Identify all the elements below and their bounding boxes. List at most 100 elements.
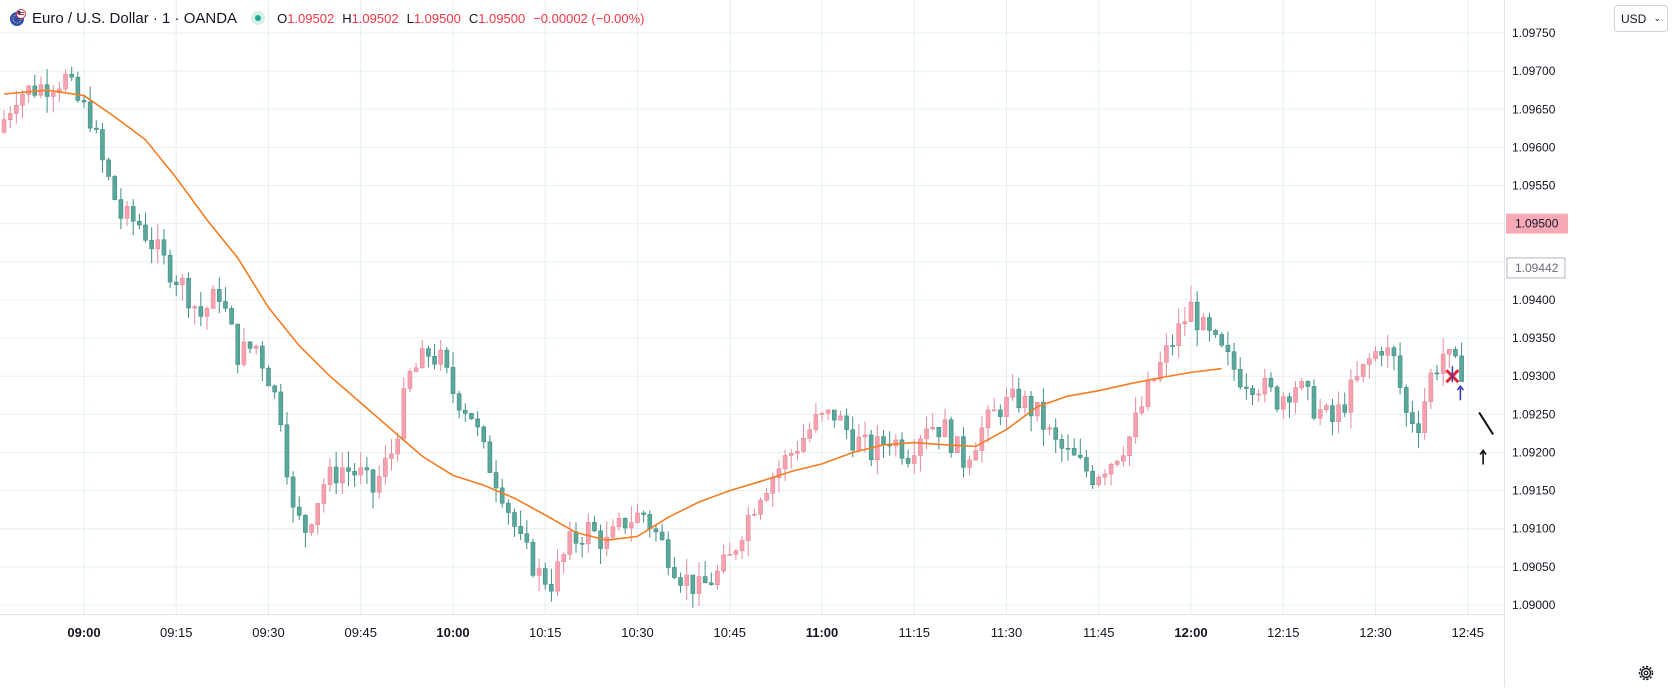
arrow-up-icon — [1479, 449, 1487, 465]
candle-body — [469, 413, 474, 420]
candle-body — [75, 76, 81, 101]
ohlc-low-value: 1.09500 — [413, 10, 461, 26]
candle-body — [1373, 351, 1378, 360]
candle-body — [998, 409, 1003, 417]
candle-body — [1262, 377, 1268, 395]
candle-body — [1397, 355, 1403, 388]
time-axis-label: 11:30 — [991, 625, 1023, 640]
candle-body — [493, 472, 499, 489]
candle-body — [1078, 454, 1083, 458]
gear-icon[interactable] — [1636, 663, 1656, 683]
candle-body — [875, 436, 880, 461]
price-axis-label: 1.09200 — [1512, 445, 1556, 459]
candle-body — [1299, 381, 1304, 388]
candle-body — [7, 113, 13, 120]
candle-body — [1360, 364, 1366, 377]
candle-body — [825, 409, 831, 414]
candle-body — [143, 224, 148, 241]
candle-body — [1416, 423, 1421, 433]
candle-body — [358, 467, 364, 476]
trend-stroke — [1478, 411, 1494, 436]
ma-price-label: 1.09442 — [1515, 261, 1559, 275]
candle-body — [1127, 436, 1132, 456]
candle-body — [819, 413, 825, 415]
candle-body — [629, 522, 634, 529]
candle-body — [186, 278, 191, 309]
candle-body — [512, 512, 517, 527]
candle-body — [1459, 355, 1464, 382]
candle-body — [1059, 439, 1065, 449]
candle-body — [1410, 412, 1415, 424]
candle-body — [1305, 381, 1311, 387]
candle-body — [333, 466, 339, 484]
candle-body — [1121, 455, 1126, 462]
candle-body — [850, 429, 856, 451]
candle-body — [309, 524, 314, 533]
time-axis-label: 10:30 — [621, 625, 654, 640]
candle-body — [776, 468, 782, 478]
candle-body — [844, 415, 849, 430]
candle-body — [223, 301, 228, 309]
time-axis-label: 10:00 — [436, 625, 469, 640]
candle-body — [862, 434, 868, 438]
currency-dropdown[interactable]: USD ⌄ — [1614, 5, 1668, 32]
symbol-title[interactable]: Euro / U.S. Dollar · 1 · OANDA — [32, 9, 238, 27]
candle-body — [1440, 353, 1446, 374]
candle-body — [444, 349, 450, 368]
candle-body — [1213, 330, 1218, 335]
candle-body — [395, 438, 400, 455]
candle-body — [905, 457, 911, 464]
candle-body — [296, 506, 302, 516]
candles-layer — [1, 66, 1464, 608]
price-axis-label: 1.09650 — [1512, 102, 1556, 116]
candle-body — [973, 450, 979, 461]
candle-body — [303, 515, 308, 533]
candle-body — [1170, 345, 1175, 347]
candle-body — [1330, 405, 1335, 422]
candle-body — [1348, 379, 1354, 413]
candle-body — [364, 467, 370, 471]
candle-body — [653, 528, 659, 533]
time-axis-label: 10:45 — [713, 625, 746, 640]
candle-body — [217, 289, 222, 302]
candle-body — [924, 428, 929, 440]
candle-body — [518, 526, 523, 534]
candle-body — [585, 521, 591, 545]
candle-body — [167, 254, 173, 283]
candle-body — [1145, 380, 1151, 407]
candle-body — [266, 367, 271, 387]
candle-body — [376, 476, 382, 493]
candle-body — [1176, 323, 1181, 347]
candle-body — [124, 206, 130, 219]
candle-body — [1367, 358, 1372, 365]
candle-body — [1, 119, 7, 133]
candle-body — [106, 159, 111, 177]
candle-body — [1385, 347, 1391, 356]
market-open-dot-icon[interactable] — [251, 11, 266, 25]
candle-body — [1256, 393, 1261, 396]
price-axis-label: 1.09250 — [1512, 407, 1556, 421]
candle-body — [278, 391, 284, 426]
candle-body — [610, 526, 616, 538]
candle-body — [893, 439, 899, 447]
candle-body — [991, 409, 997, 412]
candle-body — [813, 414, 819, 430]
candle-body — [702, 576, 708, 584]
candle-body — [1403, 387, 1409, 413]
price-axis-label: 1.09350 — [1512, 331, 1556, 345]
candle-body — [1041, 402, 1046, 430]
candle-body — [1004, 396, 1009, 417]
candle-body — [579, 542, 585, 545]
candle-body — [1447, 349, 1452, 355]
price-axis-label: 1.09000 — [1512, 598, 1556, 612]
time-axis-label: 09:15 — [160, 625, 193, 640]
price-axis-label: 1.09750 — [1512, 26, 1556, 40]
candle-body — [1207, 317, 1212, 331]
candle-body — [1342, 404, 1348, 413]
candle-body — [647, 514, 653, 530]
time-axis-label: 09:30 — [252, 625, 285, 640]
candle-body — [1090, 470, 1095, 486]
time-axis-label: 10:15 — [529, 625, 562, 640]
candle-body — [487, 441, 493, 473]
